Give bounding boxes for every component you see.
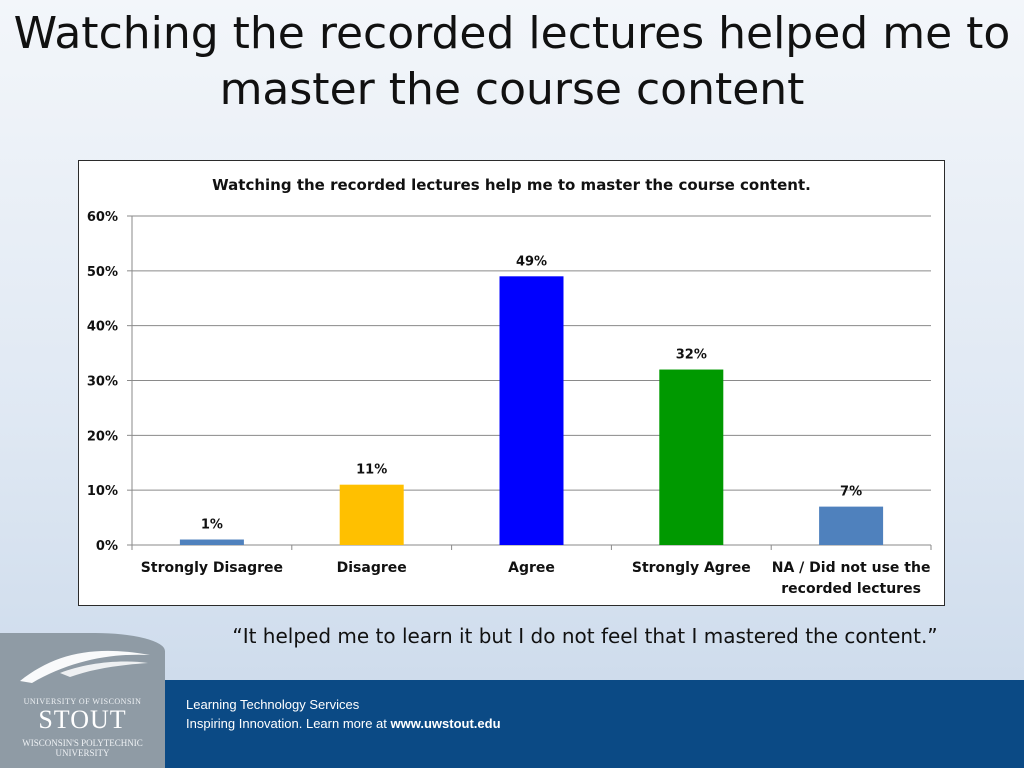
footer-tagline: Inspiring Innovation. Learn more at www.… — [186, 716, 501, 731]
chart-frame: Watching the recorded lectures help me t… — [78, 160, 945, 606]
bar — [819, 506, 884, 545]
data-label: 49% — [516, 254, 547, 269]
data-label: 1% — [201, 518, 223, 533]
y-tick-label: 10% — [87, 484, 118, 499]
y-tick-label: 30% — [87, 375, 118, 390]
x-category-label: NA / Did not use the — [772, 560, 931, 576]
data-label: 7% — [840, 485, 862, 500]
swoosh-logo-icon — [20, 650, 150, 683]
bar-chart: Watching the recorded lectures help me t… — [87, 176, 932, 597]
footer-department: Learning Technology Services — [186, 697, 360, 712]
bar — [659, 369, 724, 545]
x-category-label: recorded lectures — [781, 581, 921, 597]
y-tick-label: 0% — [96, 539, 118, 554]
bar — [339, 484, 404, 545]
slide-title: Watching the recorded lectures helped me… — [0, 6, 1024, 118]
y-tick-label: 60% — [87, 210, 118, 225]
x-category-label: Agree — [508, 560, 555, 576]
data-label: 32% — [676, 348, 707, 363]
logo-stout-line: STOUT — [38, 705, 127, 734]
footer-band — [0, 680, 1024, 768]
bar — [499, 276, 564, 545]
slide-title-line-1: Watching the recorded lectures helped me… — [13, 8, 1011, 59]
university-logo — [0, 633, 165, 768]
y-tick-label: 20% — [87, 429, 118, 444]
x-category-label: Strongly Disagree — [141, 560, 283, 576]
student-quote: “It helped me to learn it but I do not f… — [232, 624, 938, 648]
x-category-label: Strongly Agree — [632, 560, 751, 576]
x-category-label: Disagree — [337, 560, 407, 576]
logo-polytechnic-line: WISCONSIN'S POLYTECHNIC UNIVERSITY — [22, 738, 143, 758]
chart-title: Watching the recorded lectures help me t… — [212, 176, 811, 194]
logo-university-line: UNIVERSITY OF WISCONSIN — [23, 697, 142, 706]
y-tick-label: 40% — [87, 320, 118, 335]
y-tick-label: 50% — [87, 265, 118, 280]
footer-website-link[interactable]: www.uwstout.edu — [390, 716, 501, 731]
data-label: 11% — [356, 463, 387, 478]
bar — [179, 539, 244, 545]
footer-tagline-text: Inspiring Innovation. Learn more at — [186, 716, 391, 731]
slide-title-line-2: master the course content — [219, 64, 805, 115]
